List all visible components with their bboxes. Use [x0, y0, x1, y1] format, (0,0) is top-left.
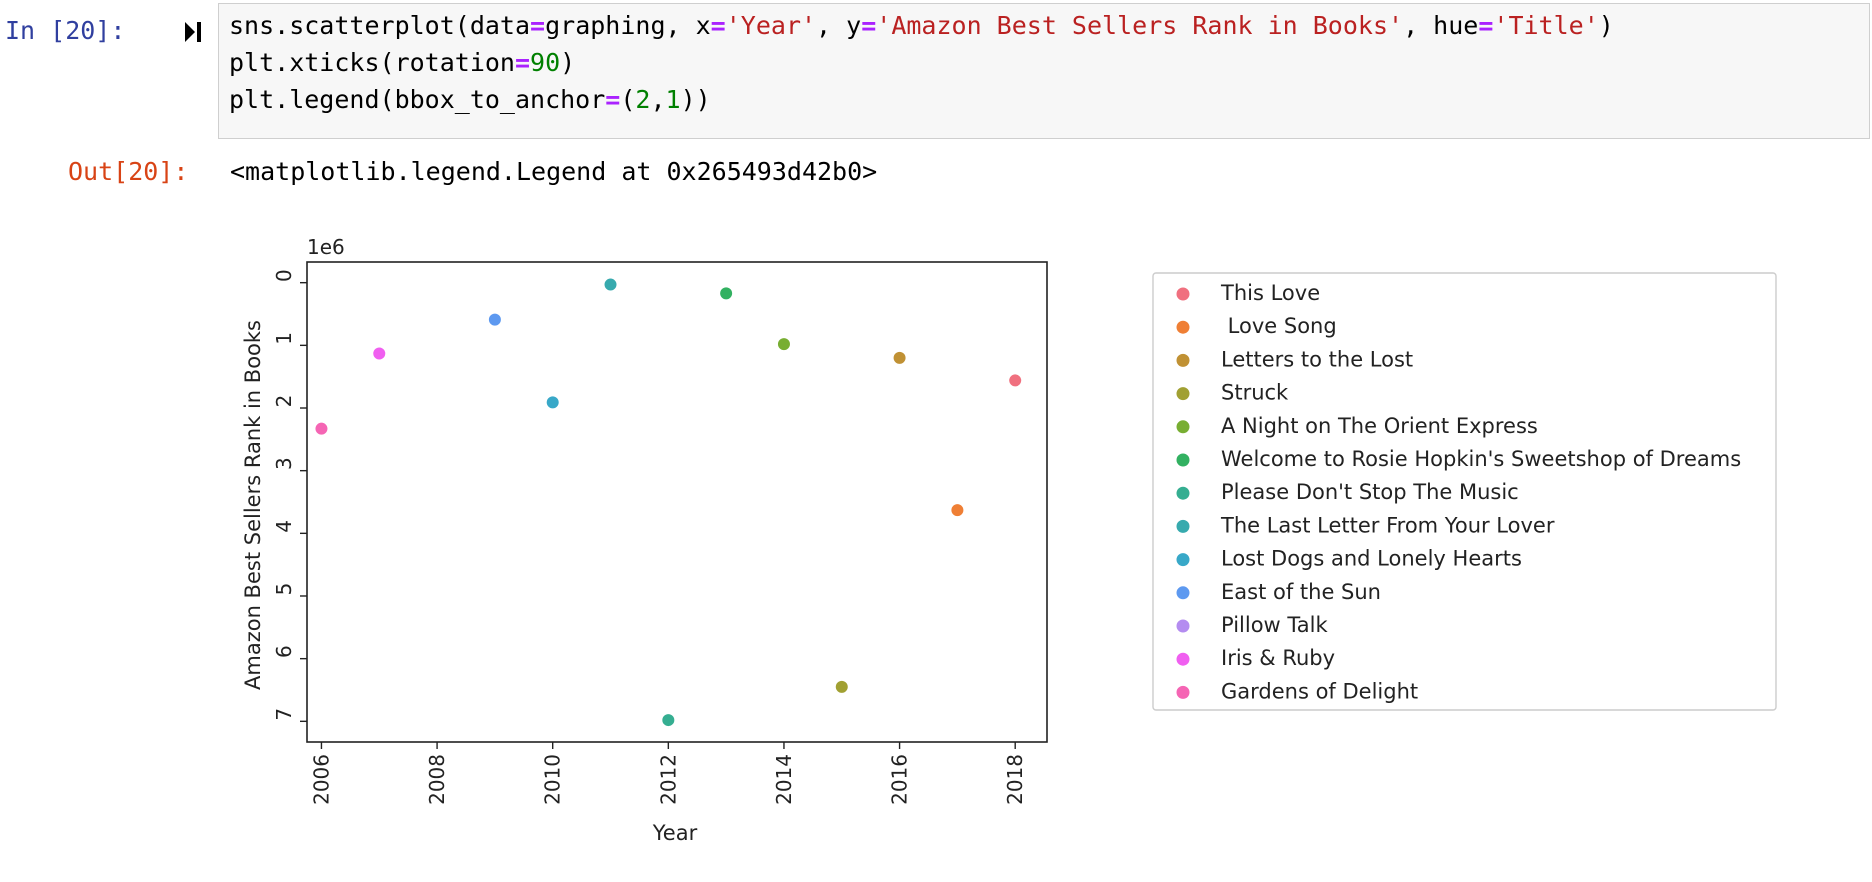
data-point — [719, 286, 734, 301]
y-tick-label: 6 — [272, 645, 296, 658]
code-token: 1 — [665, 85, 681, 114]
legend-marker — [1175, 485, 1191, 501]
legend-entry: Please Don't Stop The Music — [1221, 480, 1519, 504]
code-token: ) — [1598, 11, 1614, 40]
data-point — [834, 679, 849, 694]
x-tick-label: 2016 — [888, 754, 912, 805]
legend-entry: Gardens of Delight — [1221, 679, 1418, 703]
y-tick-label: 0 — [272, 269, 296, 282]
code-token: , hue — [1403, 11, 1479, 40]
code-line: plt.xticks(rotation=90) — [229, 44, 575, 81]
x-tick-label: 2014 — [772, 754, 796, 805]
data-point — [603, 277, 618, 292]
x-axis-label: Year — [652, 821, 698, 845]
legend-marker — [1175, 684, 1191, 700]
x-tick-label: 2010 — [541, 754, 565, 805]
legend-marker — [1175, 618, 1191, 634]
x-tick-label: 2012 — [656, 754, 680, 805]
data-point — [1008, 373, 1023, 388]
code-token: 2 — [635, 85, 651, 114]
code-token: , y — [816, 11, 862, 40]
plot-axes: 2006 2008 2010 2012 2014 2016 2018 0 1 2 3 4 5 6 7 — [272, 261, 1048, 805]
legend-box — [1152, 272, 1777, 711]
legend-marker — [1175, 386, 1191, 402]
legend-entry: East of the Sun — [1221, 580, 1381, 604]
data-point — [314, 421, 329, 436]
code-token: 90 — [530, 48, 561, 77]
legend-marker — [1175, 518, 1191, 534]
legend-entry: Iris & Ruby — [1221, 646, 1335, 670]
output-text: <matplotlib.legend.Legend at 0x265493d42… — [230, 157, 878, 186]
legend-marker — [1175, 552, 1191, 568]
x-tick-label: 2008 — [425, 754, 449, 805]
code-token: sns.scatterplot(data — [229, 11, 531, 40]
legend-entry: The Last Letter From Your Lover — [1220, 513, 1555, 537]
y-offset-text: 1e6 — [307, 235, 345, 259]
code-token: 'Year' — [725, 11, 817, 40]
legend-entry: Love Song — [1221, 314, 1337, 338]
plot-marks — [314, 277, 1023, 728]
code-token: , — [650, 85, 666, 114]
legend-marker — [1175, 352, 1191, 368]
output-prompt: Out[20]: — [68, 157, 189, 186]
code-line: plt.legend(bbox_to_anchor=(2,1)) — [229, 81, 711, 118]
legend-marker — [1175, 585, 1191, 601]
legend-entry: Lost Dogs and Lonely Hearts — [1221, 547, 1522, 571]
code-token: 'Amazon Best Sellers Rank in Books' — [876, 11, 1404, 40]
legend-marker — [1175, 419, 1191, 435]
legend-marker — [1175, 452, 1191, 468]
legend-marker — [1175, 319, 1191, 335]
legend-marker — [1175, 286, 1191, 302]
legend-entry: Struck — [1221, 381, 1289, 405]
code-line: sns.scatterplot(data=graphing, x='Year',… — [229, 7, 1614, 44]
y-tick-label: 1 — [272, 332, 296, 345]
legend-entry: A Night on The Orient Express — [1221, 414, 1538, 438]
y-axis-label: Amazon Best Sellers Rank in Books — [241, 320, 265, 690]
y-tick-label: 3 — [272, 457, 296, 470]
data-point — [892, 350, 907, 365]
x-tick-label: 2006 — [309, 754, 333, 805]
code-token: )) — [680, 85, 711, 114]
run-cell-icon[interactable] — [180, 19, 206, 45]
legend-marker — [1175, 651, 1191, 667]
input-prompt: In [20]: — [5, 16, 126, 45]
data-point — [545, 395, 560, 410]
code-token: ) — [560, 48, 576, 77]
plot-frame — [306, 261, 1048, 743]
y-tick-label: 2 — [272, 395, 296, 408]
y-tick-label: 4 — [272, 520, 296, 533]
code-token: = — [605, 85, 621, 114]
y-tick-label: 7 — [272, 708, 296, 721]
legend: This Love Love Song Letters to the Lost St… — [1152, 272, 1777, 711]
code-token: = — [710, 11, 726, 40]
code-token: = — [530, 11, 546, 40]
code-token: ( — [620, 85, 636, 114]
code-token: = — [861, 11, 877, 40]
data-point — [487, 312, 502, 327]
code-token: = — [1478, 11, 1494, 40]
data-point — [950, 503, 965, 518]
code-token: plt.xticks(rotation — [229, 48, 515, 77]
code-token: = — [514, 48, 531, 77]
legend-entry: Welcome to Rosie Hopkin's Sweetshop of D… — [1221, 447, 1741, 471]
code-token: 'Title' — [1493, 11, 1599, 40]
data-point — [372, 346, 387, 361]
code-token: plt.legend(bbox_to_anchor — [229, 85, 606, 114]
x-tick-label: 2018 — [1003, 754, 1027, 805]
data-point — [776, 337, 791, 352]
y-tick-label: 5 — [272, 583, 296, 596]
legend-entry: This Love — [1220, 281, 1320, 305]
legend-entry: Pillow Talk — [1221, 613, 1328, 637]
code-cell-editor[interactable]: sns.scatterplot(data=graphing, x='Year',… — [218, 3, 1870, 139]
code-token: graphing, x — [545, 11, 711, 40]
legend-entry: Letters to the Lost — [1221, 347, 1413, 371]
data-point — [661, 713, 676, 728]
